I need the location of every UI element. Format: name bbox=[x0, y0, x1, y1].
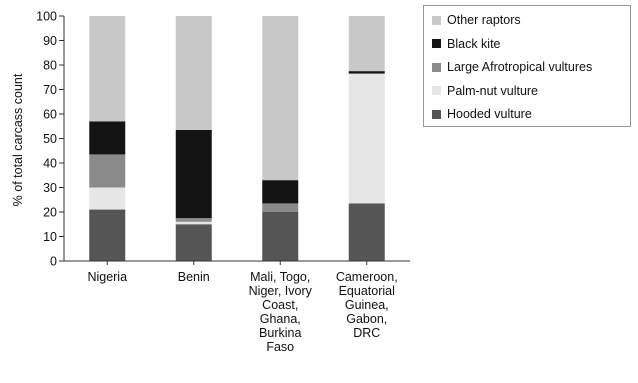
bar-segment bbox=[262, 180, 299, 204]
legend-swatch bbox=[432, 62, 441, 72]
x-tick-label-line: Equatorial bbox=[339, 284, 395, 298]
bar-segment bbox=[175, 224, 212, 261]
legend-label: Other raptors bbox=[447, 13, 521, 27]
bar-segment bbox=[175, 16, 212, 130]
bar-segment bbox=[89, 154, 126, 188]
x-tick-label: Cameroon, Equatorial Guinea, Gabon, DRC bbox=[336, 270, 398, 340]
legend-swatch bbox=[432, 109, 441, 119]
y-tick-label: 30 bbox=[43, 181, 57, 195]
legend-label: Large Afrotropical vultures bbox=[447, 60, 593, 74]
legend-label: Palm-nut vulture bbox=[447, 83, 539, 98]
legend-item: Hooded vulture bbox=[432, 106, 532, 122]
bar-segment bbox=[262, 212, 299, 261]
bar-segment bbox=[89, 187, 126, 210]
x-tick-label-line: Coast, bbox=[262, 298, 298, 312]
y-tick-label: 70 bbox=[43, 83, 57, 97]
legend-item: Large Afrotropical vultures bbox=[432, 59, 592, 75]
x-tick-label-line: Burkina bbox=[259, 326, 301, 340]
bar-segment bbox=[348, 73, 385, 204]
y-axis-label: % of total carcass count bbox=[11, 73, 25, 206]
legend: Other raptors Black kite Large Afrotropica… bbox=[423, 5, 631, 127]
legend-item: Other raptors bbox=[432, 12, 521, 28]
legend-swatch bbox=[432, 39, 441, 48]
legend-item: Palm-nut vulture bbox=[432, 83, 538, 99]
y-tick-label: 0 bbox=[50, 255, 57, 269]
bar-segment bbox=[89, 121, 126, 155]
x-tick-label-line: Gabon, bbox=[346, 312, 387, 326]
x-tick-label-line: Mali, Togo, bbox=[250, 270, 310, 284]
legend-item: Black kite bbox=[432, 36, 501, 52]
x-tick-label-line: Cameroon, bbox=[336, 270, 398, 284]
bars bbox=[89, 16, 385, 261]
x-tick-label-line: Ghana, bbox=[260, 312, 301, 326]
bar-segment bbox=[348, 71, 385, 74]
x-tick-label-line: Benin bbox=[178, 270, 210, 284]
bar-segment bbox=[175, 218, 212, 222]
x-tick-label-line: Faso bbox=[266, 340, 294, 354]
bar-segment bbox=[175, 221, 212, 225]
bar-segment bbox=[262, 203, 299, 212]
legend-label: Black kite bbox=[447, 36, 501, 51]
x-tick-label: Mali, Togo, Niger, Ivory Coast, Ghana, Burki… bbox=[249, 270, 313, 354]
y-tick-label: 10 bbox=[43, 230, 57, 244]
x-tick-label-line: DRC bbox=[353, 326, 380, 340]
legend-label: Hooded vulture bbox=[447, 107, 532, 121]
x-axis: Nigeria Benin Mali, Togo, Niger, Ivory Coast… bbox=[64, 260, 410, 354]
x-tick-label: Nigeria bbox=[87, 270, 127, 284]
bar-segment bbox=[262, 16, 299, 181]
x-tick-label-line: Niger, Ivory bbox=[249, 284, 313, 298]
y-tick-label: 90 bbox=[43, 34, 57, 48]
bar-segment bbox=[89, 16, 126, 122]
legend-swatch bbox=[432, 86, 441, 95]
y-tick-label: 100 bbox=[36, 10, 57, 24]
x-tick-label: Benin bbox=[178, 270, 210, 284]
y-tick-label: 60 bbox=[43, 108, 57, 122]
y-tick-label: 20 bbox=[43, 206, 57, 220]
bar-segment bbox=[175, 129, 212, 219]
y-tick-label: 80 bbox=[43, 59, 57, 73]
y-tick-label: 50 bbox=[43, 132, 57, 146]
bar-segment bbox=[89, 209, 126, 261]
bar-segment bbox=[348, 16, 385, 72]
bar-segment bbox=[348, 203, 385, 261]
y-axis: 0 10 20 30 40 50 60 70 80 90 100 bbox=[36, 10, 65, 269]
x-tick-label-line: Nigeria bbox=[87, 270, 127, 284]
y-tick-label: 40 bbox=[43, 157, 57, 171]
legend-swatch bbox=[432, 15, 441, 25]
x-tick-label-line: Guinea, bbox=[345, 298, 389, 312]
